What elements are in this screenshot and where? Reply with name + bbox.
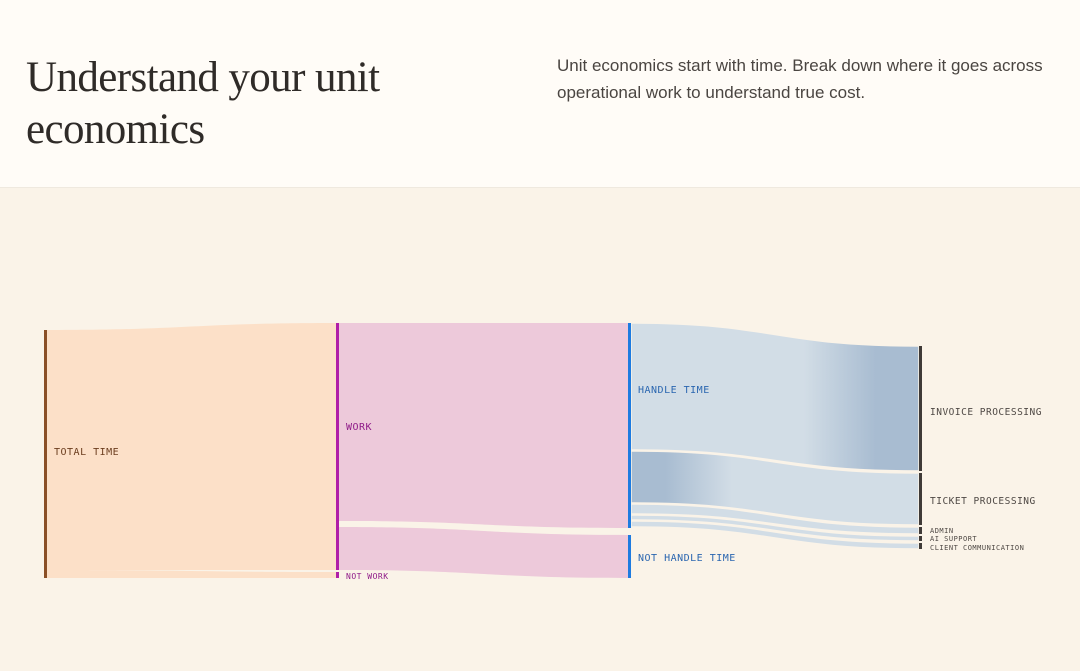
node-label-nothandle: NOT HANDLE TIME	[638, 553, 736, 564]
node-nothandle	[628, 535, 631, 578]
node-label-ticket: TICKET PROCESSING	[930, 496, 1036, 507]
node-label-client: CLIENT COMMUNICATION	[930, 544, 1024, 552]
node-client	[919, 543, 922, 549]
link-work-handle	[339, 323, 628, 528]
link-handle-invoice	[630, 322, 920, 472]
node-handle	[628, 323, 631, 528]
page-description: Unit economics start with time. Break do…	[557, 56, 1043, 102]
node-label-work: WORK	[346, 422, 372, 433]
node-ai	[919, 536, 922, 541]
node-label-admin: ADMIN	[930, 527, 954, 535]
node-admin	[919, 527, 922, 534]
node-label-handle: HANDLE TIME	[638, 385, 710, 396]
page-title: Understand your unit economics	[26, 54, 380, 153]
node-label-invoice: INVOICE PROCESSING	[930, 407, 1042, 418]
node-label-notwork: NOT WORK	[346, 572, 389, 581]
link-work-nothandle	[339, 527, 628, 578]
link-total-notwork	[47, 570, 336, 578]
node-label-total: TOTAL TIME	[54, 447, 119, 458]
node-label-ai: AI SUPPORT	[930, 535, 977, 543]
node-ticket	[919, 473, 922, 525]
node-notwork	[336, 572, 339, 578]
node-invoice	[919, 346, 922, 471]
link-total-work	[47, 323, 336, 570]
node-work	[336, 323, 339, 570]
node-total	[44, 330, 47, 578]
page-header: Understand your unit economics Unit econ…	[0, 0, 1080, 188]
